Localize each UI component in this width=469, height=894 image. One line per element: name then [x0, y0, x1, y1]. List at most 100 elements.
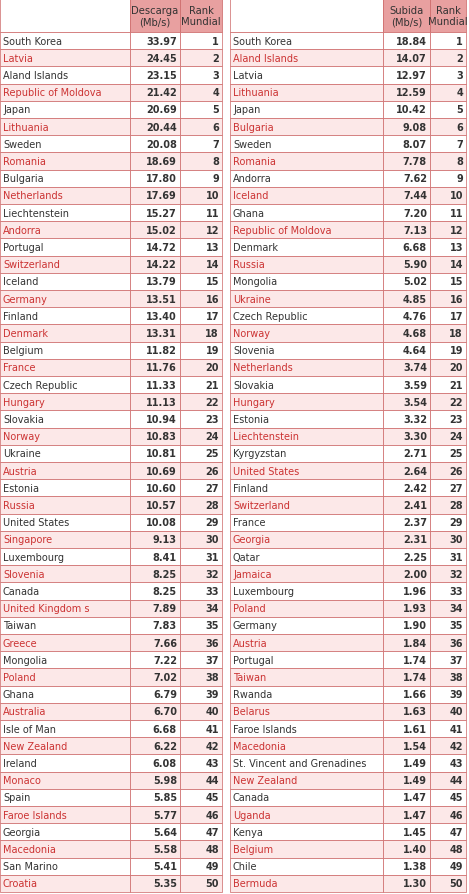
Bar	[130, 359, 180, 376]
Bar	[430, 0, 466, 33]
Text: 20: 20	[205, 363, 219, 373]
Bar	[383, 480, 430, 497]
Text: 20.44: 20.44	[146, 122, 177, 132]
Text: Belarus: Belarus	[233, 706, 270, 717]
Bar	[0, 566, 130, 583]
Text: Greece: Greece	[3, 638, 38, 648]
Bar	[0, 325, 130, 342]
Text: 4.64: 4.64	[403, 346, 427, 356]
Text: 8: 8	[456, 156, 463, 167]
Bar	[430, 566, 466, 583]
Bar	[130, 85, 180, 102]
Bar	[130, 548, 180, 566]
Text: 1.74: 1.74	[403, 655, 427, 665]
Bar	[430, 291, 466, 308]
Text: 3.54: 3.54	[403, 397, 427, 408]
Bar	[130, 566, 180, 583]
Text: Switzerland: Switzerland	[3, 260, 60, 270]
Bar	[180, 411, 222, 428]
Text: 11: 11	[205, 208, 219, 218]
Text: 21.42: 21.42	[146, 89, 177, 98]
Bar	[383, 823, 430, 840]
Text: 19: 19	[449, 346, 463, 356]
Text: 27: 27	[449, 484, 463, 493]
Bar	[383, 686, 430, 703]
Bar	[180, 205, 222, 222]
Bar	[430, 634, 466, 652]
Text: 5: 5	[456, 105, 463, 115]
Bar	[430, 772, 466, 789]
Bar	[0, 789, 130, 806]
Text: Hungary: Hungary	[3, 397, 45, 408]
Bar	[130, 308, 180, 325]
Bar	[130, 823, 180, 840]
Text: 33: 33	[205, 586, 219, 596]
Bar	[383, 67, 430, 85]
Bar	[430, 33, 466, 50]
Bar	[430, 583, 466, 600]
Text: United States: United States	[3, 518, 69, 527]
Text: 12.97: 12.97	[396, 71, 427, 81]
Text: 6.79: 6.79	[153, 689, 177, 699]
Text: 10: 10	[449, 191, 463, 201]
Text: 7.62: 7.62	[403, 174, 427, 184]
Text: Finland: Finland	[233, 484, 268, 493]
Bar	[130, 205, 180, 222]
Text: San Marino: San Marino	[3, 861, 58, 872]
Text: Netherlands: Netherlands	[3, 191, 63, 201]
Bar	[383, 531, 430, 548]
Bar	[230, 462, 383, 480]
Bar	[0, 703, 130, 721]
Text: Mongolia: Mongolia	[3, 655, 47, 665]
Text: Faroe Islands: Faroe Islands	[233, 724, 297, 734]
Bar	[180, 789, 222, 806]
Text: Subida
(Mb/s): Subida (Mb/s)	[389, 5, 424, 28]
Bar	[383, 789, 430, 806]
Text: 37: 37	[205, 655, 219, 665]
Text: 11.82: 11.82	[146, 346, 177, 356]
Bar	[130, 291, 180, 308]
Text: Canada: Canada	[233, 792, 270, 803]
Bar	[230, 617, 383, 634]
Bar	[180, 497, 222, 514]
Text: Estonia: Estonia	[233, 415, 269, 425]
Text: 20: 20	[449, 363, 463, 373]
Bar	[130, 0, 180, 33]
Bar	[230, 703, 383, 721]
Bar	[130, 325, 180, 342]
Bar	[230, 428, 383, 445]
Text: 30: 30	[449, 535, 463, 544]
Bar	[180, 393, 222, 411]
Bar	[430, 669, 466, 686]
Bar	[180, 462, 222, 480]
Text: 41: 41	[205, 724, 219, 734]
Text: 4.76: 4.76	[403, 311, 427, 322]
Text: 39: 39	[205, 689, 219, 699]
Text: 3: 3	[212, 71, 219, 81]
Bar	[130, 875, 180, 892]
Text: Switzerland: Switzerland	[233, 501, 290, 510]
Text: Denmark: Denmark	[233, 243, 278, 253]
Bar	[383, 85, 430, 102]
Text: Andorra: Andorra	[233, 174, 272, 184]
Bar	[430, 497, 466, 514]
Bar	[230, 686, 383, 703]
Bar	[430, 153, 466, 171]
Text: Japan: Japan	[233, 105, 260, 115]
Bar	[180, 257, 222, 274]
Text: Japan: Japan	[3, 105, 30, 115]
Bar	[230, 823, 383, 840]
Bar	[230, 325, 383, 342]
Bar	[0, 857, 130, 875]
Text: 7.22: 7.22	[153, 655, 177, 665]
Text: 6: 6	[212, 122, 219, 132]
Text: 40: 40	[449, 706, 463, 717]
Bar	[130, 755, 180, 772]
Text: Germany: Germany	[233, 620, 278, 630]
Text: 1.40: 1.40	[403, 844, 427, 854]
Bar	[430, 359, 466, 376]
Bar	[430, 136, 466, 153]
Bar	[0, 652, 130, 669]
Bar	[180, 548, 222, 566]
Bar	[430, 806, 466, 823]
